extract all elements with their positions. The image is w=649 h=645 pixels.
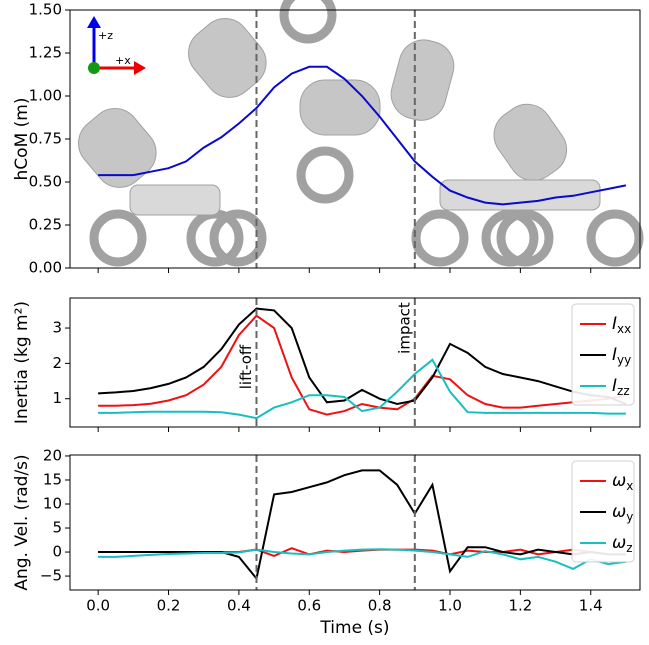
annotation: lift-off	[237, 344, 255, 389]
frame-label: +z	[98, 29, 113, 42]
y-tick-label: 1.50	[29, 1, 62, 19]
y-tick-label: 0.50	[29, 173, 62, 191]
y-tick-label: 20	[43, 446, 62, 464]
y-tick-label: 5	[52, 519, 62, 537]
y-tick-label: 2	[52, 354, 62, 372]
frame-label: +x	[115, 54, 131, 67]
y-tick-label: 3	[52, 319, 62, 337]
x-tick-label: 0.2	[157, 597, 181, 615]
x-tick-label: 1.0	[438, 597, 462, 615]
y-tick-label: 10	[43, 495, 62, 513]
figure: 0.000.250.500.751.001.251.50hCoM (m)123l…	[0, 0, 649, 641]
x-axis-label: Time (s)	[319, 618, 389, 638]
x-tick-label: 0.0	[86, 597, 110, 615]
x-tick-label: 0.8	[368, 597, 392, 615]
y-tick-label: 0.75	[29, 130, 62, 148]
y-tick-label: 1.25	[29, 44, 62, 62]
x-tick-label: 1.4	[579, 597, 603, 615]
robot-illustration	[68, 0, 639, 262]
data-line	[98, 309, 626, 404]
x-tick-label: 0.6	[297, 597, 321, 615]
x-tick-label: 0.4	[227, 597, 251, 615]
y-tick-label: 1	[52, 389, 62, 407]
y-axis-label: Ang. Vel. (rad/s)	[12, 454, 32, 590]
frame-triad: +z +x	[87, 16, 146, 75]
y-axis-label: hCoM (m)	[12, 98, 32, 181]
y-tick-label: 0.25	[29, 216, 62, 234]
axes-frame	[70, 455, 640, 590]
y-tick-label: 0	[52, 543, 62, 561]
y-axis-label: Inertia (kg m²)	[12, 301, 32, 424]
y-tick-label: −5	[40, 567, 62, 585]
y-tick-label: 1.00	[29, 87, 62, 105]
data-line	[98, 316, 626, 415]
y-tick-label: 0.00	[29, 259, 62, 277]
x-tick-label: 1.2	[508, 597, 532, 615]
data-line	[98, 470, 626, 578]
annotation: impact	[395, 302, 413, 354]
y-tick-label: 15	[43, 470, 62, 488]
